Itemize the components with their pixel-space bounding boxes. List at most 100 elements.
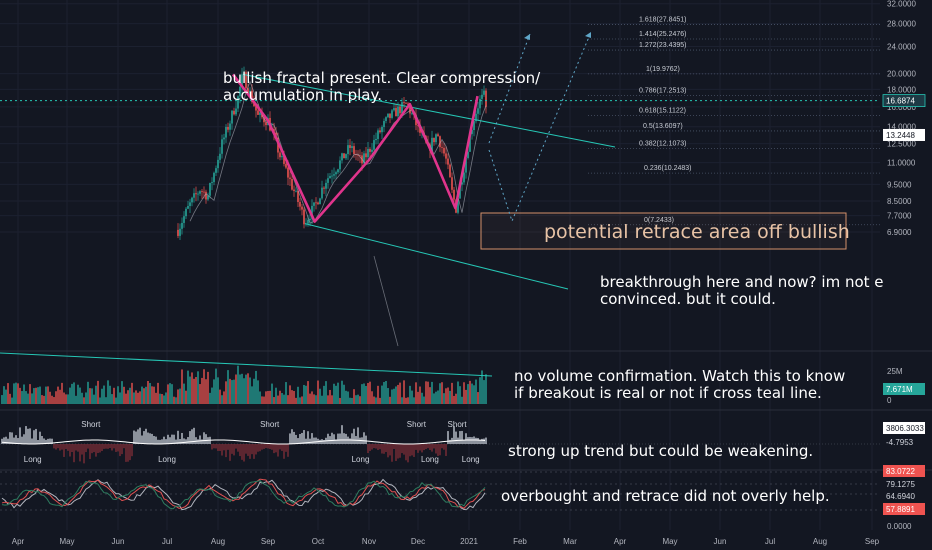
- current-price-tag-bg: [883, 94, 925, 107]
- trend-bar: [427, 444, 429, 449]
- trend-bar: [155, 436, 157, 444]
- price-candle-body: [443, 147, 445, 154]
- price-candle-body: [327, 178, 329, 183]
- signal-label-long: Long: [352, 455, 370, 464]
- volume-bar: [67, 394, 69, 404]
- volume-bar: [413, 397, 415, 404]
- volume-bar: [373, 396, 375, 404]
- trend-bar: [383, 444, 385, 454]
- volume-bar: [145, 386, 147, 404]
- fib-label: 1.272(23.4395): [639, 42, 686, 49]
- month-tick: Apr: [614, 537, 627, 546]
- trend-bar: [89, 444, 91, 459]
- volume-bar: [15, 382, 17, 404]
- volume-bar: [9, 393, 11, 404]
- price-candle-body: [367, 148, 369, 158]
- fib-label: 0.786(17.2513): [639, 88, 686, 95]
- volume-bar: [267, 390, 269, 404]
- trend-bar: [111, 444, 113, 451]
- trend-bar: [185, 439, 187, 444]
- signal-label-short: Short: [407, 420, 427, 429]
- volume-bar: [435, 391, 437, 404]
- volume-bar: [259, 391, 261, 404]
- trend-bar: [109, 444, 111, 449]
- trend-bar: [143, 431, 145, 444]
- trend-bar: [127, 444, 129, 462]
- volume-bar: [369, 381, 371, 404]
- volume-bar: [361, 384, 363, 404]
- volume-bar: [397, 384, 399, 404]
- trend-bar: [345, 433, 347, 444]
- volume-bar: [117, 386, 119, 404]
- price-tick: 24.0000: [887, 43, 916, 52]
- price-candle-body: [295, 190, 297, 192]
- trend-tag-2-bg: [883, 436, 925, 448]
- trend-bar: [1, 438, 3, 444]
- volume-bar: [375, 397, 377, 404]
- price-tick: 8.5000: [887, 197, 912, 206]
- price-candle-body: [357, 154, 359, 156]
- volume-bar: [399, 382, 401, 404]
- trend-bar: [79, 444, 81, 462]
- trend-bar: [117, 444, 119, 452]
- price-candle-body: [353, 146, 355, 154]
- volume-bar: [175, 397, 177, 404]
- price-candle-body: [449, 164, 451, 178]
- volume-bar: [353, 389, 355, 404]
- volume-bar: [199, 384, 201, 404]
- volume-bar: [351, 397, 353, 404]
- volume-bar: [91, 388, 93, 404]
- price-candle-body: [467, 151, 469, 158]
- trend-bar: [121, 444, 123, 455]
- trend-bar: [425, 444, 427, 450]
- price-tick: 7.7000: [887, 212, 912, 221]
- price-candle-body: [477, 108, 479, 114]
- volume-bar: [299, 397, 301, 404]
- price-candle-body: [349, 145, 351, 148]
- trend-bar: [57, 444, 59, 449]
- volume-bar: [313, 394, 315, 404]
- trend-bar: [351, 433, 353, 444]
- volume-bar: [407, 397, 409, 404]
- volume-bar: [61, 382, 63, 404]
- price-candle-body: [351, 146, 353, 148]
- trend-bar: [259, 444, 261, 452]
- price-candle-body: [343, 153, 345, 159]
- trend-bar: [277, 444, 279, 457]
- trend-bar: [397, 444, 399, 459]
- trend-bar: [41, 436, 43, 444]
- price-candle-body: [189, 202, 191, 206]
- volume-bar: [419, 386, 421, 404]
- trend-bar: [19, 427, 21, 444]
- price-candle-body: [453, 189, 455, 200]
- retrace-note: potential retrace area off bullish: [544, 221, 850, 243]
- trend-bar: [337, 433, 339, 444]
- price-candle-body: [341, 153, 343, 161]
- trend-bar: [349, 438, 351, 444]
- volume-bar: [39, 386, 41, 404]
- volume-bar: [385, 380, 387, 404]
- signal-label-short: Short: [260, 420, 280, 429]
- trend-bar: [225, 444, 227, 458]
- volume-bar: [71, 383, 73, 404]
- price-candle-body: [297, 190, 299, 203]
- month-tick: Jul: [765, 537, 775, 546]
- signal-label-short: Short: [448, 420, 468, 429]
- volume-bar: [19, 387, 21, 404]
- volume-bar: [271, 383, 273, 404]
- trend-bar: [29, 428, 31, 444]
- trend-bar: [241, 444, 243, 460]
- fib-label: 1.414(25.2476): [639, 31, 686, 38]
- price-candle-body: [209, 183, 211, 196]
- volume-bar: [387, 388, 389, 404]
- price-candle-body: [289, 177, 291, 179]
- trend-bar: [75, 444, 77, 451]
- trend-bar: [239, 444, 241, 457]
- fib-label: 1.618(27.8451): [639, 16, 686, 23]
- volume-bar: [17, 383, 19, 404]
- volume-bar: [383, 382, 385, 404]
- trend-bar: [149, 433, 151, 444]
- fib-label: 0.236(10.2483): [644, 165, 691, 172]
